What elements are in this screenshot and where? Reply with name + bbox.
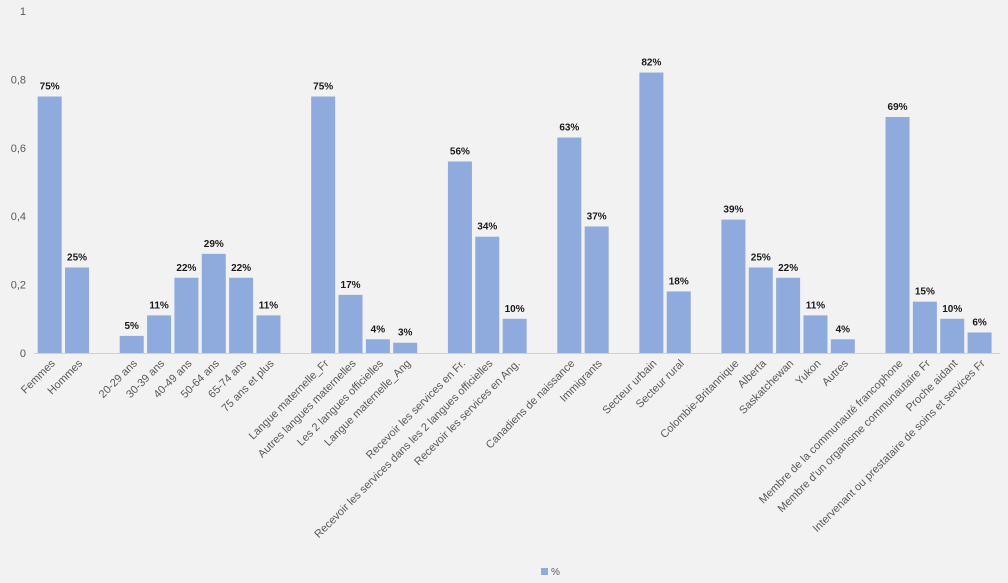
bar (803, 315, 828, 353)
data-label: 4% (371, 324, 386, 335)
category-label: Yukon (793, 358, 823, 388)
data-label: 11% (806, 300, 826, 311)
data-label: 6% (972, 317, 987, 328)
data-label: 17% (341, 280, 361, 291)
bar (338, 294, 363, 353)
category-label: Recevoir les services en Fr. (364, 358, 468, 462)
y-tick-label: 0 (20, 348, 26, 360)
legend-label: % (551, 567, 560, 578)
bar (967, 332, 992, 353)
bar (147, 315, 172, 353)
data-label: 3% (398, 328, 413, 339)
data-label: 22% (231, 263, 251, 274)
data-label: 5% (124, 321, 139, 332)
bar (502, 318, 527, 353)
bar (65, 267, 90, 353)
bar (229, 277, 254, 353)
data-label: 56% (450, 146, 470, 157)
data-label: 10% (942, 304, 962, 315)
bar (748, 267, 773, 353)
data-label: 15% (915, 287, 935, 298)
data-label: 25% (751, 253, 771, 264)
data-label: 18% (669, 276, 689, 287)
data-label: 37% (587, 211, 607, 222)
data-label: 22% (176, 263, 196, 274)
bar (37, 96, 62, 353)
bar (201, 253, 226, 353)
data-label: 29% (204, 239, 224, 250)
bar (940, 318, 965, 353)
bar (393, 342, 418, 353)
data-label: 10% (505, 304, 525, 315)
data-label: 63% (559, 123, 579, 134)
bar (557, 137, 582, 353)
bar (885, 117, 910, 354)
y-tick-label: 0,4 (11, 211, 26, 223)
bar (256, 315, 281, 353)
bar (639, 72, 664, 353)
category-label: Canadiens de naissance (484, 358, 578, 452)
data-label: 75% (40, 82, 60, 93)
data-label: 82% (641, 58, 661, 69)
bar (912, 301, 937, 353)
legend-swatch (541, 568, 548, 575)
data-label: 4% (836, 324, 851, 335)
category-label: Recevoir les services en Ang. (412, 358, 523, 469)
bar (776, 277, 801, 353)
bar (830, 339, 855, 353)
bar (119, 335, 144, 353)
y-tick-label: 1 (20, 6, 26, 18)
data-label: 11% (259, 300, 279, 311)
bar (174, 277, 199, 353)
bar (475, 236, 500, 353)
bar (721, 219, 746, 353)
bar (666, 291, 691, 353)
data-label: 34% (477, 222, 497, 233)
bar (365, 339, 390, 353)
bar (447, 161, 472, 353)
data-label: 69% (888, 102, 908, 113)
data-label: 39% (723, 205, 743, 216)
bar (311, 96, 336, 353)
data-label: 75% (313, 82, 333, 93)
y-tick-label: 0,2 (11, 280, 26, 292)
data-label: 25% (67, 253, 87, 264)
y-tick-label: 0,6 (11, 143, 26, 155)
data-label: 11% (149, 300, 169, 311)
category-label: Autres (820, 357, 851, 388)
y-tick-label: 0,8 (11, 74, 26, 86)
data-label: 22% (778, 263, 798, 274)
bar (584, 226, 609, 353)
